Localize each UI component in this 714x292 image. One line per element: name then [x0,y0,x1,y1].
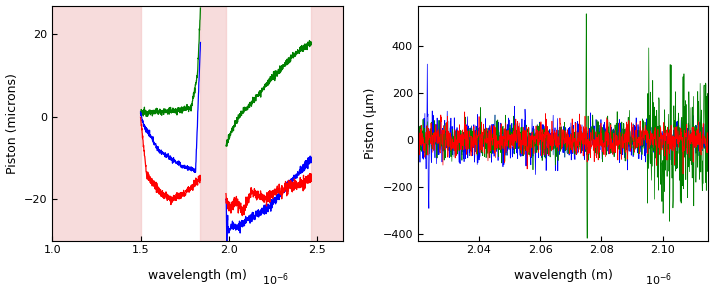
Y-axis label: Piston (μm): Piston (μm) [364,87,377,159]
X-axis label: wavelength (m): wavelength (m) [149,269,247,282]
Y-axis label: Piston (microns): Piston (microns) [6,73,19,173]
Bar [201,6,226,241]
Bar [311,6,343,241]
Text: $10^{-6}$: $10^{-6}$ [645,271,672,288]
Text: $10^{-6}$: $10^{-6}$ [262,271,289,288]
X-axis label: wavelength (m): wavelength (m) [513,269,613,282]
Bar [52,6,141,241]
